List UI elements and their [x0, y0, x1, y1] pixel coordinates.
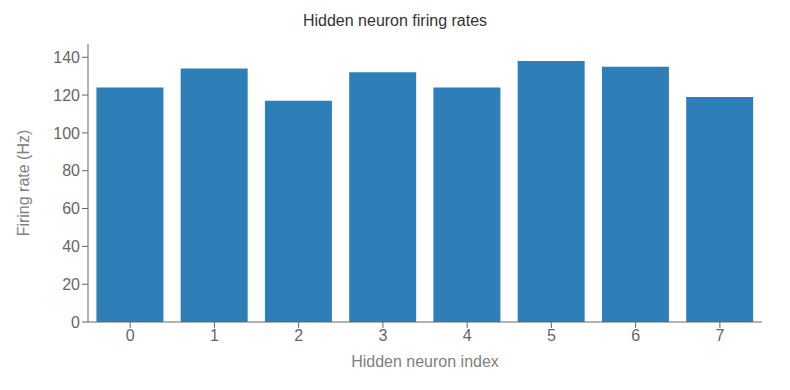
svg-text:0: 0: [71, 314, 80, 331]
svg-text:60: 60: [62, 200, 80, 217]
svg-text:2: 2: [294, 327, 303, 344]
svg-text:3: 3: [378, 327, 387, 344]
svg-text:6: 6: [631, 327, 640, 344]
svg-text:140: 140: [53, 49, 80, 66]
svg-text:Firing rate (Hz): Firing rate (Hz): [15, 130, 32, 237]
svg-text:4: 4: [463, 327, 472, 344]
html-text:Hidden neuron firing rates: Hidden neuron firing rates: [302, 12, 487, 29]
svg-text:80: 80: [62, 162, 80, 179]
svg-text:20: 20: [62, 276, 80, 293]
svg-text:Hidden neuron index: Hidden neuron index: [351, 353, 499, 370]
svg-text:40: 40: [62, 238, 80, 255]
svg-text:100: 100: [53, 125, 80, 142]
svg-text:120: 120: [53, 87, 80, 104]
svg-text:0: 0: [126, 327, 135, 344]
svg-text:7: 7: [715, 327, 724, 344]
svg-text:5: 5: [547, 327, 556, 344]
svg-text:1: 1: [210, 327, 219, 344]
